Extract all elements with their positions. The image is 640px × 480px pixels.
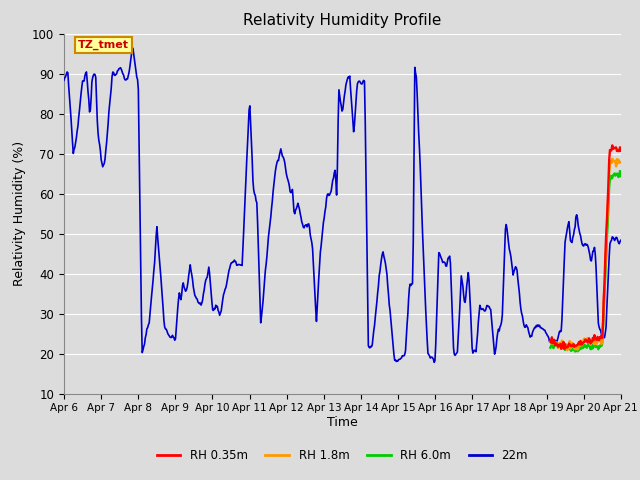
Title: Relativity Humidity Profile: Relativity Humidity Profile [243, 13, 442, 28]
Text: TZ_tmet: TZ_tmet [78, 40, 129, 50]
Y-axis label: Relativity Humidity (%): Relativity Humidity (%) [13, 141, 26, 286]
Legend: RH 0.35m, RH 1.8m, RH 6.0m, 22m: RH 0.35m, RH 1.8m, RH 6.0m, 22m [152, 444, 532, 467]
X-axis label: Time: Time [327, 416, 358, 429]
